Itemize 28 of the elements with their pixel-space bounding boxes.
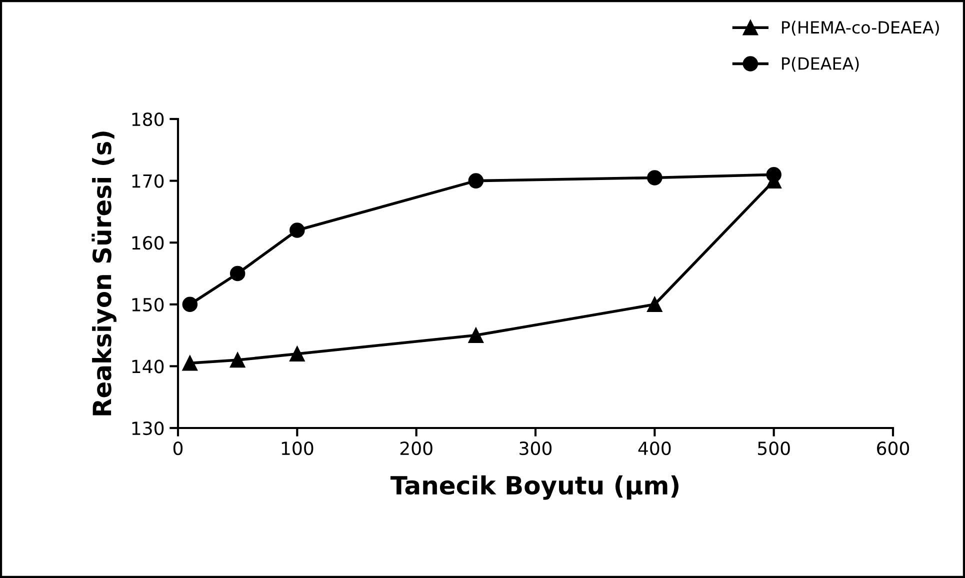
y-tick-label: 150 <box>132 298 164 312</box>
point <box>290 346 305 362</box>
point <box>290 222 305 238</box>
point <box>182 296 198 312</box>
point <box>468 173 484 188</box>
x-tick-label: 0 <box>173 442 183 456</box>
point <box>182 355 198 371</box>
point <box>230 352 246 368</box>
y-tick-label: 180 <box>132 112 164 126</box>
point <box>647 296 662 312</box>
y-tick-label: 170 <box>132 174 164 188</box>
x-tick-label: 500 <box>758 442 790 456</box>
x-tick-label: 600 <box>877 442 910 456</box>
point <box>230 266 246 282</box>
legend-label: P(HEMA-co-DEAEA) <box>782 20 939 36</box>
point <box>647 170 662 186</box>
y-tick-label: 140 <box>132 360 164 374</box>
y-tick-label: 160 <box>132 236 164 250</box>
x-tick-label: 200 <box>400 442 432 456</box>
point <box>766 166 782 182</box>
x-tick-label: 100 <box>282 442 314 456</box>
point <box>468 328 484 343</box>
legend-label: P(DEAEA) <box>782 56 859 72</box>
x-tick-label: 300 <box>520 442 552 456</box>
y-tick-label: 130 <box>132 421 164 436</box>
y-axis-title: Reaksiyon Süresi (s) <box>92 132 116 416</box>
x-axis-title: Tanecik Boyutu (µm) <box>390 475 678 500</box>
x-tick-label: 400 <box>638 442 671 456</box>
